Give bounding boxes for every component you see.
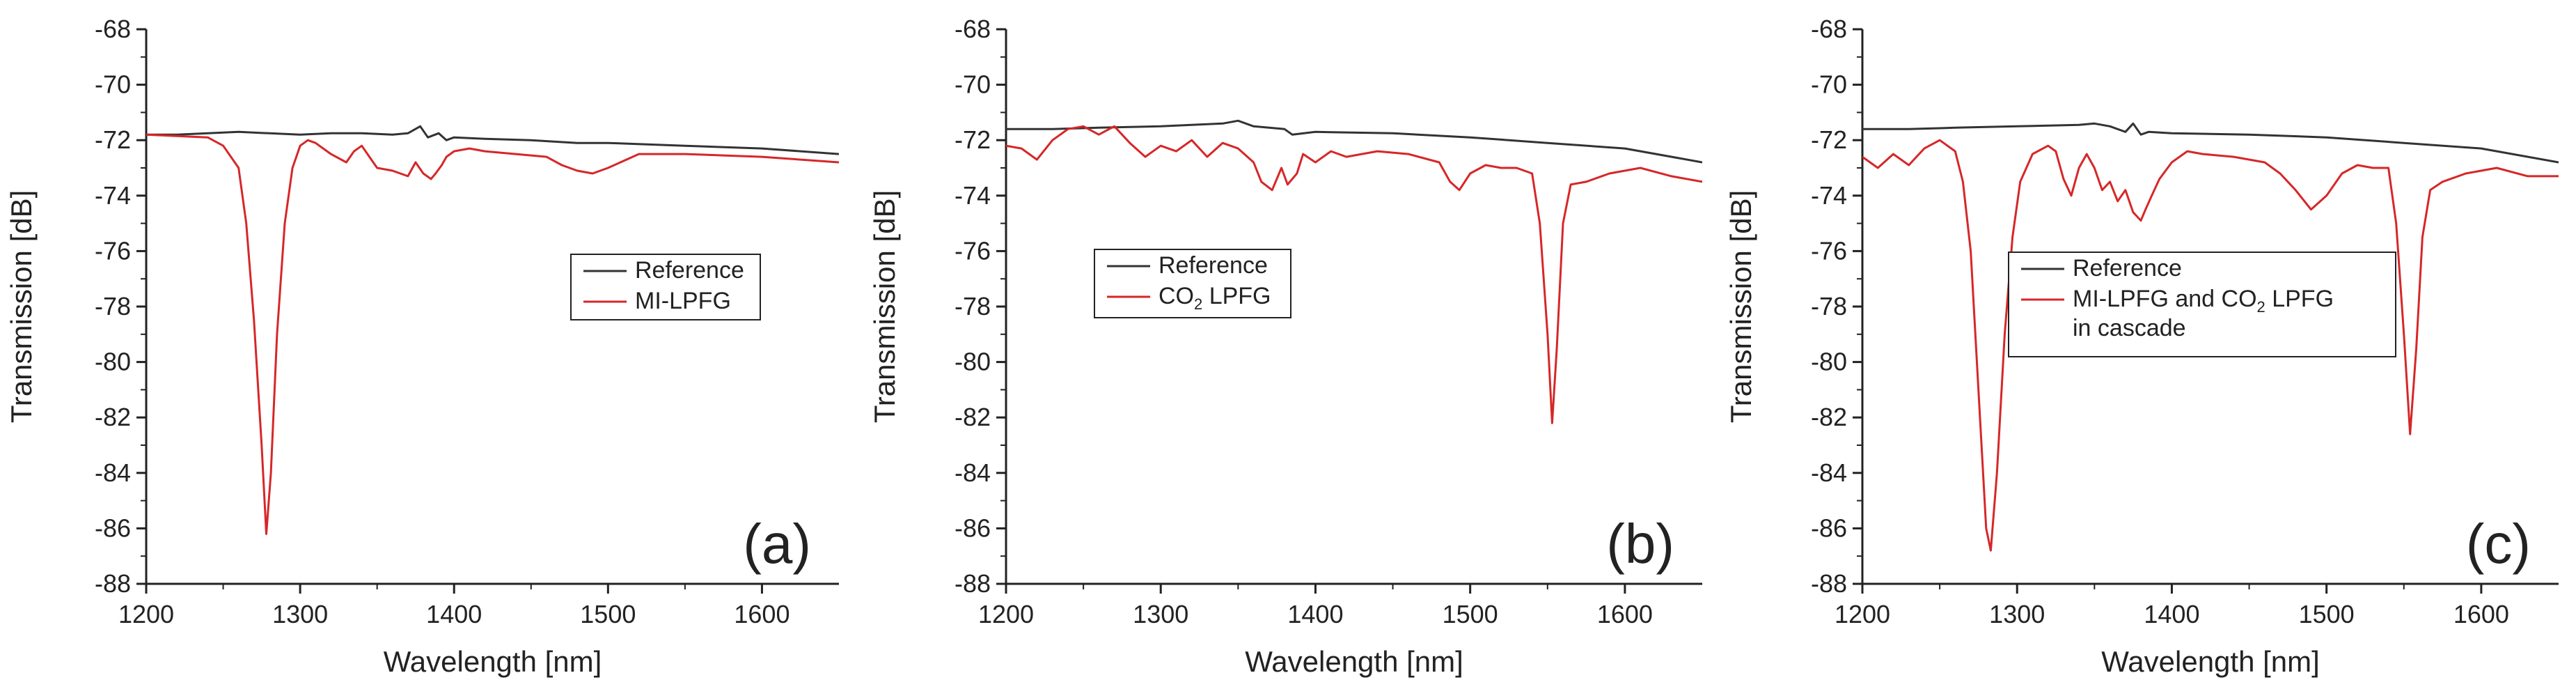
y-tick-label: -76 [95,236,131,265]
y-tick-label: -68 [95,15,131,43]
y-tick-label: -88 [955,569,991,598]
y-tick-label: -88 [1811,569,1847,598]
y-tick-label: -74 [1811,181,1847,210]
x-axis-title: Wavelength [nm] [1245,645,1463,678]
y-tick-label: -74 [955,181,991,210]
y-tick-label: -78 [1811,292,1847,320]
x-tick-label: 1300 [1989,600,2045,628]
y-tick-label: -78 [95,292,131,320]
panel-label: (b) [1606,513,1674,575]
plot-area [1006,119,1702,424]
legend: Reference MI-LPFG [570,254,761,320]
x-tick-label: 1600 [734,600,790,628]
y-tick-label: -84 [95,458,131,487]
x-tick-label: 1400 [2144,600,2199,628]
x-tick-label: 1600 [1597,600,1653,628]
y-tick-label: -70 [1811,70,1847,99]
x-tick-label: 1600 [2453,600,2509,628]
y-tick-label: -70 [955,70,991,99]
y-tick-label: -70 [95,70,131,99]
legend-label: CO2 LPFG [1159,283,1271,313]
legend: Reference CO2 LPFG [1094,249,1291,318]
y-tick-label: -80 [95,348,131,376]
y-tick-label: -84 [1811,458,1847,487]
x-tick-label: 1500 [1443,600,1498,628]
legend-box [2008,252,2396,357]
series-line-mi-lpfg [146,133,839,535]
panel-label: (a) [743,513,811,575]
legend-label: Reference [2073,255,2182,281]
x-tick-label: 1400 [1287,600,1343,628]
y-tick-label: -72 [955,125,991,154]
series-line-reference [1862,122,2559,164]
x-axis-title: Wavelength [nm] [384,645,602,678]
legend-box [570,254,761,320]
y-tick-label: -78 [955,292,991,320]
x-tick-label: 1300 [1133,600,1188,628]
legend-label: Reference [635,257,744,284]
y-tick-label: -82 [1811,403,1847,431]
y-tick-label: -76 [1811,236,1847,265]
legend-label: MI-LPFG and CO2 LPFG [2073,286,2334,316]
legend-label: MI-LPFG [635,288,731,314]
y-tick-label: -82 [95,403,131,431]
y-axis-title: Transmission [dB] [1725,190,1757,424]
series-line-mi-lpfg-and-co2-lpfg-in-cascade [1862,139,2559,552]
y-tick-label: -82 [955,403,991,431]
plot-area [1862,122,2559,552]
y-tick-label: -86 [955,513,991,542]
y-axis-title: Transmission [dB] [5,190,38,424]
x-tick-label: 1500 [2299,600,2355,628]
y-tick-label: -80 [1811,348,1847,376]
y-tick-label: -68 [1811,15,1847,43]
x-tick-label: 1200 [118,600,174,628]
legend-box [1094,249,1291,318]
series-line-co2-lpfg [1006,125,1702,424]
x-tick-label: 1200 [1835,600,1890,628]
y-tick-label: -74 [95,181,131,210]
y-axis-title: Transmission [dB] [868,190,901,424]
legend-label-line2: in cascade [2073,315,2186,341]
y-tick-label: -72 [95,125,131,154]
y-tick-label: -76 [955,236,991,265]
series-line-reference [146,125,839,155]
x-tick-label: 1300 [272,600,328,628]
x-tick-label: 1500 [580,600,636,628]
y-tick-label: -84 [955,458,991,487]
legend-label: Reference [1159,252,1268,279]
y-tick-label: -86 [95,513,131,542]
x-tick-label: 1200 [978,600,1034,628]
y-tick-label: -86 [1811,513,1847,542]
plot-area [146,125,839,535]
x-tick-label: 1400 [426,600,482,628]
series-line-reference [1006,119,1702,164]
y-tick-label: -88 [95,569,131,598]
y-tick-label: -68 [955,15,991,43]
panel-label: (c) [2466,513,2531,575]
y-tick-label: -80 [955,348,991,376]
x-axis-title: Wavelength [nm] [2101,645,2320,678]
y-tick-label: -72 [1811,125,1847,154]
